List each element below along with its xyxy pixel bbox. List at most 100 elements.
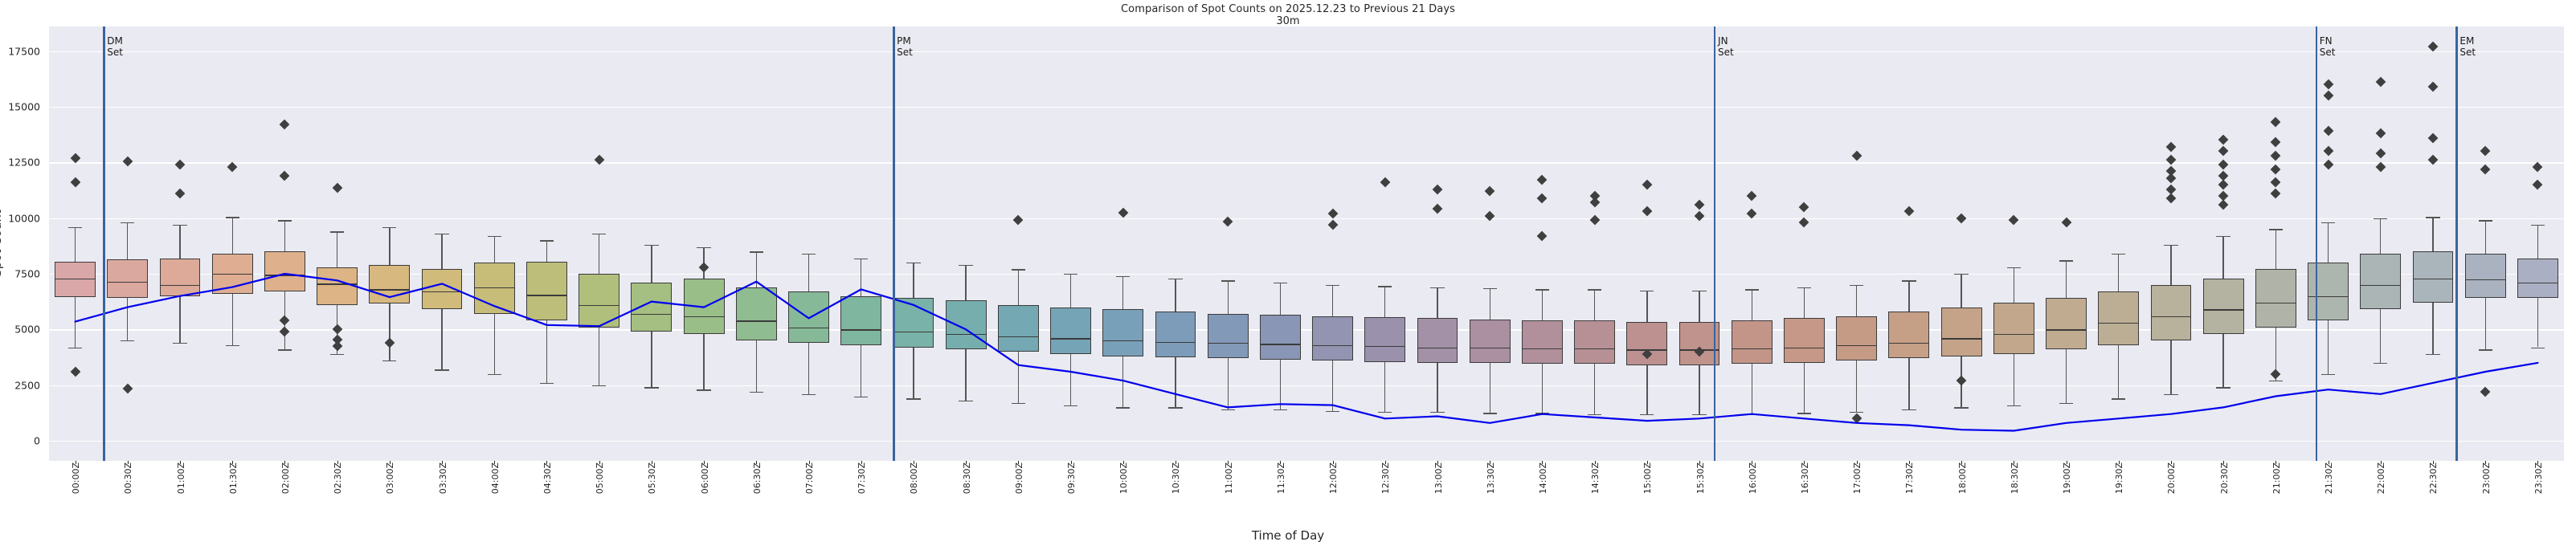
whisker-cap [1692,413,1707,416]
x-tick-mark [1856,461,1858,464]
whisker-cap [2164,393,2178,396]
box [473,263,515,314]
outlier-marker [1432,184,1443,194]
whisker-cap [2320,373,2336,376]
whisker-cap [2268,229,2283,230]
whisker-cap [1273,409,1288,411]
outlier-marker [2323,90,2333,101]
vline-label-em-set: EM Set [2459,35,2476,58]
median-line [2150,316,2192,317]
median-line [211,273,253,275]
box [1155,312,1196,357]
outlier-marker [698,262,709,272]
outlier-marker [1642,206,1653,217]
y-tick-5000: 5000 [14,323,40,336]
whisker-cap [1063,405,1078,406]
box [1417,318,1458,363]
x-tick-1030: 10:30Z [1171,462,1182,495]
vline-label-fn-set: FN Set [2319,35,2336,58]
outlier-marker [332,324,343,335]
box [2046,298,2087,350]
whisker-cap [697,246,711,248]
box [2150,284,2192,341]
whisker-cap [277,349,292,351]
whisker-cap [1954,273,1969,275]
outlier-marker [2323,159,2333,170]
median-line [997,336,1039,337]
box [1469,319,1511,363]
x-tick-1700: 17:00Z [1852,462,1863,495]
median-line [579,304,620,307]
whisker-cap [1116,275,1131,278]
x-tick-1730: 17:30Z [1904,462,1916,495]
whisker-cap [959,264,973,267]
x-tick-mark [127,461,129,464]
outlier-marker [1327,219,1338,230]
outlier-marker [2375,148,2386,159]
box [2098,291,2140,345]
x-tick-mark [284,461,286,464]
outlier-marker [1642,179,1653,190]
box [369,264,411,304]
whisker-cap [1325,284,1340,287]
whisker-cap [382,360,397,362]
outlier-marker [2165,193,2177,203]
vline-dm-set [103,26,105,461]
box [579,273,620,328]
whisker-cap [1221,409,1235,411]
outlier-marker [1956,213,1967,223]
x-tick-1900: 19:00Z [2062,462,2073,495]
whisker-cap [1011,269,1025,271]
x-tick-0930: 09:30Z [1066,462,1077,495]
x-tick-2100: 21:00Z [2271,462,2282,495]
outlier-marker [2480,164,2491,174]
x-tick-1800: 18:00Z [1957,462,1968,495]
whisker-cap [906,398,921,400]
x-tick-mark [1384,461,1386,464]
vline-em-set [2455,26,2458,461]
median-line [2308,295,2349,297]
x-tick-1400: 14:00Z [1537,462,1548,495]
x-tick-mark [1228,461,1229,464]
outlier-marker [1380,177,1391,188]
box [317,267,358,305]
whisker-cap [173,342,187,344]
whisker-cap [2530,224,2545,226]
x-tick-0030: 00:30Z [123,462,134,495]
x-tick-0800: 08:00Z [909,462,920,495]
whisker-cap [1587,413,1602,416]
median-line [1836,344,1878,347]
outlier-marker [1746,190,1757,202]
whisker-cap [749,391,763,393]
outlier-marker [2218,199,2229,210]
x-tick-0700: 07:00Z [804,462,816,495]
box [945,300,987,350]
box [2412,251,2454,303]
median-line [1888,342,1930,344]
box [264,251,305,292]
vline-label-jn-set: JN Set [1718,35,1734,58]
x-tick-mark [2118,461,2120,464]
outlier-marker [2270,188,2281,199]
x-tick-mark [2223,461,2225,464]
whisker-cap [1116,407,1131,409]
box [1259,315,1301,360]
whisker-cap [1378,411,1392,413]
outlier-marker [2323,126,2333,136]
median-line [473,287,515,288]
outlier-marker [280,315,290,326]
outlier-marker [1851,413,1862,424]
whisker-cap [67,226,83,228]
outlier-marker [1537,175,1548,185]
box [107,259,149,299]
x-tick-1930: 19:30Z [2114,462,2125,495]
x-tick-0500: 05:00Z [595,462,606,495]
box [893,298,934,348]
whisker-cap [2112,253,2126,255]
outlier-marker [70,177,80,188]
outlier-marker [2218,145,2229,157]
box [2517,258,2558,299]
median-line [631,313,673,316]
x-tick-0130: 01:30Z [227,462,239,495]
